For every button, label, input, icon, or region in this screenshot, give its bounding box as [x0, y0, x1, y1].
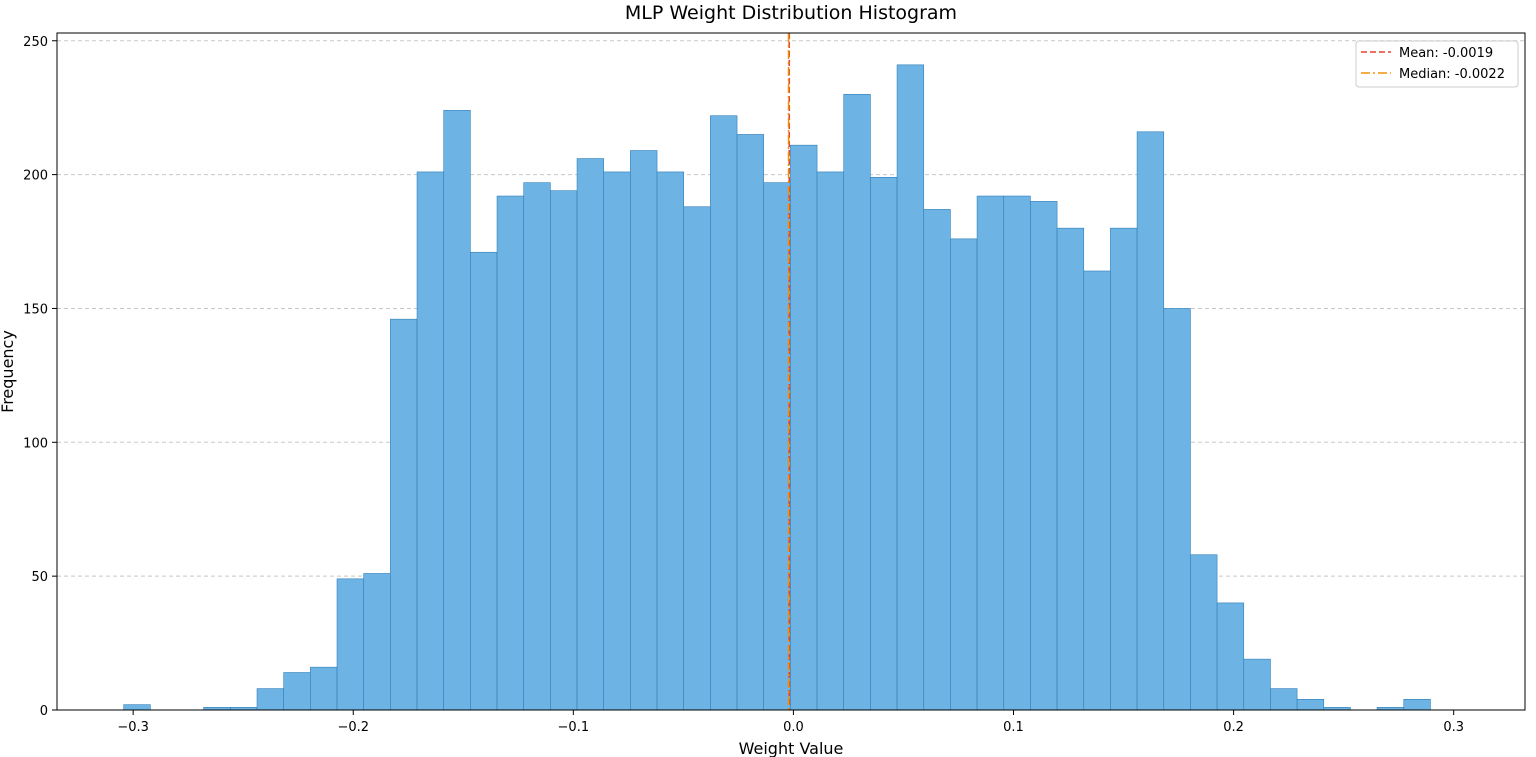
legend-mean-label: Mean: -0.0019 [1399, 46, 1493, 61]
chart-title: MLP Weight Distribution Histogram [625, 2, 957, 24]
histogram-bar [443, 110, 471, 711]
y-tick-label: 50 [31, 570, 48, 585]
histogram-bar [656, 171, 685, 711]
legend: Mean: -0.0019 Median: -0.0022 [1355, 40, 1519, 88]
y-tick-label: 0 [40, 704, 48, 719]
x-tick-label: 0.0 [783, 720, 804, 735]
histogram-bar [1216, 602, 1245, 711]
histogram-bar [950, 238, 978, 711]
y-tick-label: 100 [23, 436, 48, 451]
histogram-bar [1296, 698, 1325, 711]
x-tick-label: 0.3 [1443, 720, 1464, 735]
y-tick-label: 150 [23, 302, 48, 317]
x-tick-label: −0.3 [117, 720, 149, 735]
histogram-bar [283, 672, 311, 711]
legend-box [1355, 40, 1519, 88]
histogram-bar [1136, 131, 1165, 711]
histogram-bar [870, 176, 898, 711]
histogram-bar [923, 209, 951, 711]
histogram-bar [576, 158, 605, 711]
histogram-bar [1003, 195, 1031, 711]
x-tick-label: −0.1 [558, 720, 590, 735]
x-axis-title: Weight Value [739, 739, 844, 757]
histogram-bar [843, 94, 871, 711]
histogram-bar [550, 190, 578, 711]
histogram-bar [763, 182, 791, 711]
histogram-bar [390, 318, 418, 711]
histogram-bar [1083, 270, 1111, 711]
histogram-bar [336, 578, 365, 711]
plot-frame [56, 32, 1526, 711]
histogram-bar [363, 573, 391, 711]
histogram-bar [1056, 227, 1085, 711]
histogram-bar [816, 171, 845, 711]
histogram-bar [896, 64, 925, 711]
y-axis-title: Frequency [0, 330, 17, 413]
y-tick-label: 200 [23, 169, 48, 184]
histogram-bar [683, 206, 711, 711]
histogram-bar [1270, 688, 1298, 711]
histogram-bar [630, 150, 658, 711]
histogram-bar [603, 171, 631, 711]
histogram-bar [1163, 308, 1191, 711]
histogram-bar [736, 134, 765, 711]
histogram-bar [1110, 227, 1138, 711]
histogram-bar [256, 688, 284, 711]
histogram-bar [1030, 201, 1058, 711]
histogram-bars [123, 64, 1431, 711]
histogram-bar [1403, 698, 1431, 711]
histogram-bar [1243, 658, 1271, 711]
histogram-bar [1190, 554, 1218, 711]
legend-median-label: Median: -0.0022 [1399, 67, 1505, 82]
histogram-bar [976, 195, 1005, 711]
histogram-bar [470, 251, 498, 711]
y-tick-label: 250 [23, 35, 48, 50]
x-axis-ticks: −0.3 −0.2 −0.1 0.0 0.1 0.2 0.3 [117, 710, 1464, 735]
histogram-bar [496, 195, 525, 711]
x-tick-label: 0.2 [1223, 720, 1244, 735]
histogram-bar [416, 171, 445, 711]
histogram-bar [710, 115, 738, 711]
histogram-bar [790, 144, 818, 711]
y-axis-ticks: 0 50 100 150 200 250 [23, 35, 57, 719]
x-tick-label: 0.1 [1003, 720, 1024, 735]
histogram-bar [310, 666, 338, 711]
histogram-bar [523, 182, 551, 711]
x-tick-label: −0.2 [337, 720, 369, 735]
reference-lines [787, 33, 791, 710]
histogram-bar [123, 704, 151, 711]
